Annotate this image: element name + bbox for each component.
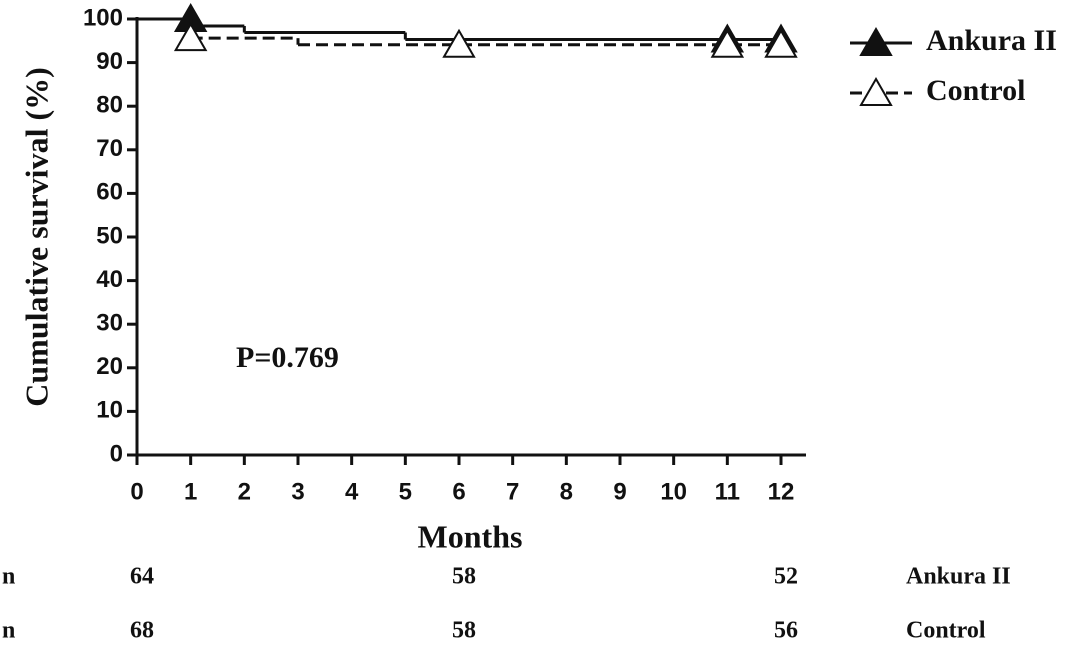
legend-label: Ankura II: [926, 24, 1057, 57]
risk-value: 68: [130, 618, 154, 644]
y-tick-label: 20: [96, 353, 123, 380]
x-tick-label: 1: [184, 478, 197, 505]
y-tick-label: 100: [83, 4, 123, 31]
x-tick-label: 12: [768, 478, 795, 505]
annotation: P=0.769: [236, 341, 339, 374]
censor-marker: [442, 28, 476, 58]
risk-value: 56: [774, 618, 798, 644]
risk-value: 52: [774, 564, 798, 590]
x-tick-label: 2: [238, 478, 251, 505]
x-tick-label: 0: [130, 478, 143, 505]
risk-value: 58: [452, 618, 476, 644]
risk-label: n: [2, 618, 15, 644]
x-tick-label: 8: [560, 478, 573, 505]
x-tick-label: 3: [291, 478, 304, 505]
risk-row-name: Control: [906, 618, 986, 644]
x-tick-label: 7: [506, 478, 519, 505]
y-tick-label: 60: [96, 179, 123, 206]
legend-marker: [859, 26, 893, 56]
y-tick-label: 30: [96, 310, 123, 337]
x-tick-label: 11: [715, 478, 740, 505]
risk-value: 64: [130, 564, 154, 590]
legend-label: Control: [926, 74, 1025, 107]
x-tick-label: 4: [345, 478, 359, 505]
censor-marker: [710, 28, 745, 58]
x-tick-label: 9: [613, 478, 626, 505]
y-tick-label: 50: [96, 222, 123, 249]
risk-row-name: Ankura II: [906, 564, 1011, 590]
risk-value: 58: [452, 564, 476, 590]
censor-marker: [173, 22, 208, 52]
y-tick-label: 40: [96, 266, 123, 293]
x-tick-label: 6: [452, 478, 465, 505]
x-tick-label: 5: [399, 478, 412, 505]
y-tick-label: 10: [96, 397, 123, 424]
y-tick-label: 0: [110, 440, 123, 467]
x-tick-label: 10: [660, 478, 687, 505]
legend-marker: [859, 76, 893, 106]
y-tick-label: 90: [96, 48, 123, 75]
y-tick-label: 80: [96, 92, 123, 119]
censor-marker: [764, 28, 798, 58]
y-axis-label: Cumulative survival (%): [18, 67, 54, 407]
risk-label: n: [2, 564, 15, 590]
y-tick-label: 70: [96, 135, 123, 162]
x-axis-label: Months: [418, 518, 523, 554]
